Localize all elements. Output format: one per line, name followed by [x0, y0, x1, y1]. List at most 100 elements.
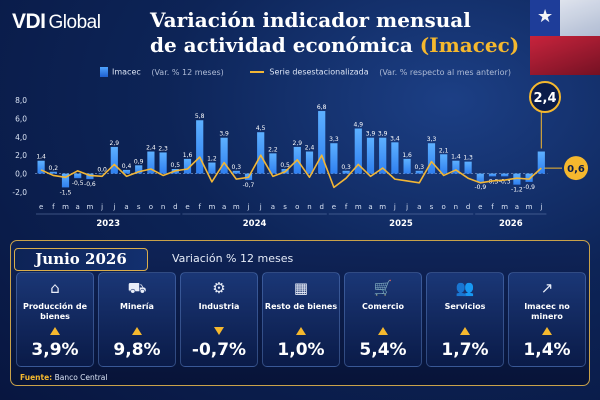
month-tick-label: j	[100, 203, 103, 211]
bar-value-label: -0,9	[523, 184, 535, 191]
imacec-bar	[232, 170, 240, 174]
year-label: 2025	[389, 219, 413, 229]
imacec-bar	[415, 170, 423, 174]
title-highlight: (Imacec)	[419, 33, 520, 57]
month-tick-label: e	[478, 203, 482, 211]
month-tick-label: f	[491, 203, 494, 211]
trend-chart-icon: ↗	[540, 279, 554, 297]
imacec-bar	[379, 137, 387, 174]
imacec-bar	[147, 151, 155, 174]
bar-value-label: -0,3	[487, 178, 499, 185]
month-tick-label: m	[208, 203, 215, 211]
imacec-bar	[305, 151, 314, 174]
bar-value-label: 3,9	[378, 131, 388, 138]
imacec-bar	[354, 128, 362, 174]
month-tick-label: a	[368, 203, 372, 211]
imacec-bar	[37, 160, 45, 174]
triangle-up-icon	[378, 327, 388, 335]
factory-icon: ⌂	[50, 279, 60, 297]
sector-value: 1,0%	[277, 340, 325, 360]
industry-icon: ⚙	[212, 279, 226, 297]
month-tick-label: j	[405, 203, 408, 211]
bar-value-label: 2,9	[110, 140, 120, 147]
month-tick-label: j	[112, 203, 115, 211]
source-value: Banco Central	[54, 373, 108, 382]
bar-value-label: 3,3	[329, 136, 339, 143]
legend-line-note: (Var. % respecto al mes anterior)	[379, 67, 511, 77]
triangle-down-icon	[214, 327, 224, 335]
sector-value: 3,9%	[31, 340, 79, 360]
triangle-up-icon	[460, 327, 470, 335]
imacec-bar	[159, 152, 167, 174]
bar-value-label: 0,4	[122, 163, 132, 170]
month-tick-label: j	[247, 203, 250, 211]
imacec-bar	[98, 173, 106, 175]
sector-name: Producción de bienes	[22, 302, 88, 321]
imacec-chart: -2,00,02,04,06,08,01,40,2-1,5-0,5 -0,60,0…	[12, 81, 588, 229]
month-tick-label: a	[76, 203, 80, 211]
month-tick-label: e	[39, 203, 43, 211]
sector-name: Imacec no minero	[524, 302, 570, 321]
imacec-bar	[488, 173, 497, 177]
mining-truck-icon: ⛟	[127, 279, 147, 297]
bar-value-label: 0,3	[341, 164, 351, 171]
chile-flag-image: ★	[530, 0, 600, 75]
month-tick-label: j	[539, 203, 542, 211]
month-tick-label: o	[295, 203, 299, 211]
bar-value-label: 1,6	[402, 152, 412, 159]
imacec-bar	[330, 143, 338, 174]
vdi-global-logo: VDI Global	[12, 10, 101, 34]
imacec-bar	[74, 173, 82, 179]
bar-value-label: 1,3	[463, 155, 473, 162]
y-tick-label: 8,0	[15, 96, 27, 105]
month-tick-label: m	[62, 203, 69, 211]
bar-value-label: 0,9	[134, 158, 144, 165]
month-tick-label: f	[198, 203, 201, 211]
month-tick-label: m	[233, 203, 240, 211]
bar-value-label: 5,8	[195, 113, 205, 120]
month-tick-label: d	[173, 203, 177, 211]
source-note: Fuente: Banco Central	[20, 373, 107, 382]
bar-value-label: 6,8	[317, 104, 327, 111]
shopping-cart-icon: 🛒	[373, 279, 393, 297]
sector-card: ⌂ Producción de bienes 3,9%	[16, 272, 94, 367]
y-tick-label: 2,0	[15, 151, 27, 160]
sector-card: 👥 Servicios 1,7%	[426, 272, 504, 367]
legend-bar-label: Imacec	[112, 67, 141, 77]
imacec-bar	[501, 173, 509, 177]
bar-value-label: 3,3	[427, 136, 437, 143]
bar-value-label: -0,7	[243, 182, 255, 189]
month-tick-label: s	[430, 203, 434, 211]
month-tick-label: m	[86, 203, 93, 211]
month-tick-label: o	[149, 203, 153, 211]
title-line-2: de actividad económica (Imacec)	[150, 33, 520, 57]
y-tick-label: 4,0	[15, 133, 27, 142]
sector-name: Servicios	[444, 302, 486, 311]
source-label: Fuente:	[20, 373, 53, 382]
sector-card: ▦ Resto de bienes 1,0%	[262, 272, 340, 367]
sector-name: Industria	[198, 302, 240, 311]
imacec-bar	[513, 173, 521, 185]
y-tick-label: 0,0	[15, 170, 27, 179]
seasonal-line	[40, 154, 542, 189]
imacec-bar	[318, 111, 326, 174]
month-tick-label: j	[259, 203, 262, 211]
month-tick-label: a	[271, 203, 275, 211]
month-tick-label: s	[137, 203, 141, 211]
bar-value-label: -0,6	[84, 181, 96, 188]
month-tick-label: a	[124, 203, 128, 211]
month-tick-label: m	[379, 203, 386, 211]
bar-value-label: 0,3	[232, 164, 242, 171]
legend-bar-swatch	[100, 67, 108, 77]
bar-value-label: 4,9	[354, 122, 364, 129]
imacec-bar	[257, 132, 265, 174]
month-tick-label: a	[515, 203, 519, 211]
month-tick-label: f	[345, 203, 348, 211]
sector-value: 9,8%	[113, 340, 161, 360]
imacec-bar	[525, 173, 533, 182]
imacec-bar	[440, 154, 448, 174]
imacec-bar	[208, 162, 216, 174]
bar-value-label: 3,4	[390, 135, 400, 142]
page-title: Variación indicador mensual de actividad…	[150, 8, 519, 58]
bar-value-label: 0,5	[280, 162, 290, 169]
